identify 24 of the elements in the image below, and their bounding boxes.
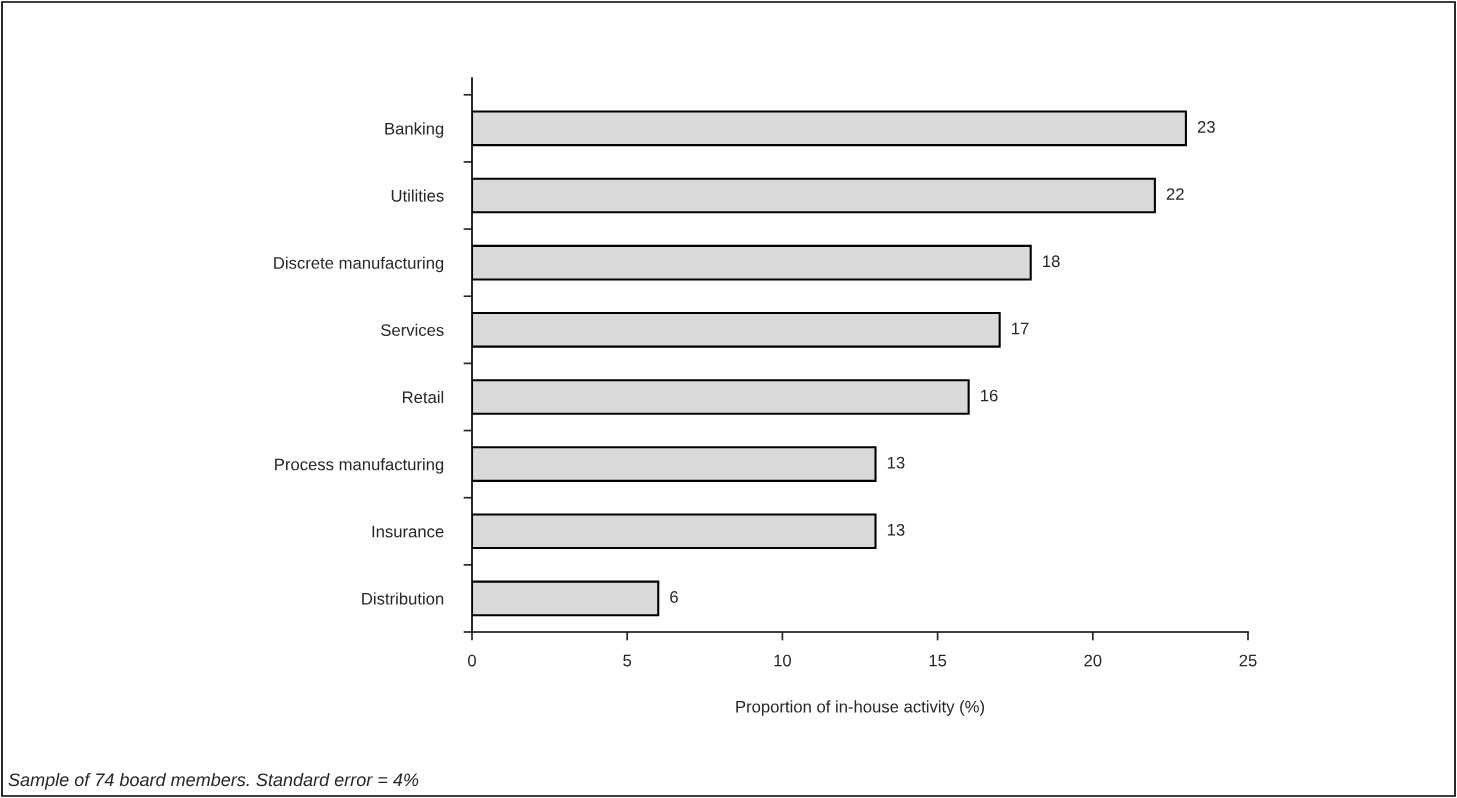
data-label: 18 [1043,255,1060,268]
data-label: 16 [981,389,998,402]
data-label: 22 [1166,188,1184,200]
data-label: 13 [887,456,905,469]
x-tick-label: 10 [774,654,792,667]
data-label: 13 [887,523,905,536]
y-tick-label: Banking [385,122,444,138]
x-tick-label: 20 [1084,654,1102,667]
text: Sample of 74 board members. Standard error = 4% [8,772,419,790]
y-tick-label: Process manufacturing [275,458,444,474]
y-tick-label: Discrete manufacturing [274,256,444,273]
data-label: 23 [1197,121,1215,133]
y-tick-label: Insurance [372,525,444,538]
x-tick-label: 25 [1239,654,1257,667]
data-label: 17 [1012,322,1029,335]
x-tick-label: 5 [623,654,632,667]
x-tick-label: 15 [929,654,947,667]
x-tick-label: 0 [468,654,476,667]
x-axis-title: Proportion of in-house activity (%) [736,700,985,716]
y-tick-label: Services [381,323,444,337]
y-tick-label: Utilities [391,189,444,202]
y-tick-label: Retail [402,390,444,404]
y-tick-label: Distribution [362,592,444,605]
data-label: 6 [670,591,678,603]
